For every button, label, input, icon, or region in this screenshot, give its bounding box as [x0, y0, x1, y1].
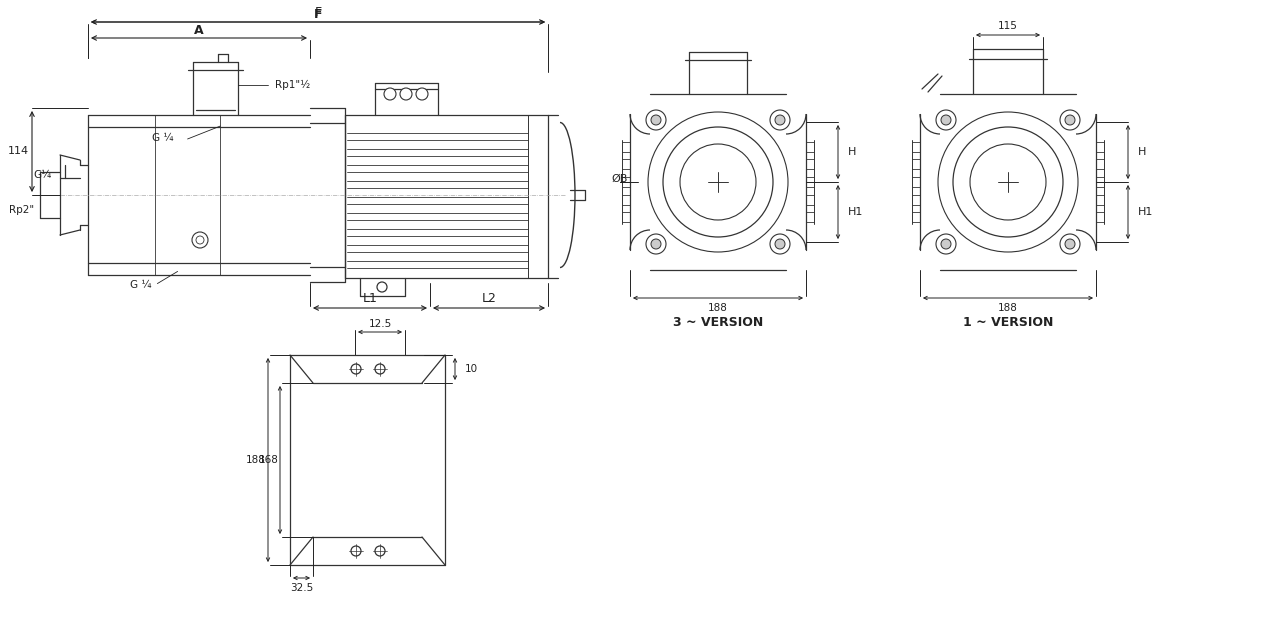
Circle shape [351, 364, 362, 374]
Circle shape [775, 239, 785, 249]
Text: 12.5: 12.5 [368, 319, 392, 329]
Circle shape [937, 110, 956, 130]
Circle shape [969, 144, 1047, 220]
Circle shape [377, 282, 387, 292]
Text: 188: 188 [708, 303, 728, 313]
Circle shape [646, 234, 666, 254]
Circle shape [648, 112, 787, 252]
Text: H1: H1 [848, 207, 863, 217]
Text: Rp1"½: Rp1"½ [276, 80, 310, 90]
Circle shape [1060, 234, 1079, 254]
Circle shape [384, 88, 396, 100]
Text: G¼: G¼ [33, 170, 51, 180]
Text: 10: 10 [465, 364, 478, 374]
Circle shape [770, 234, 790, 254]
Circle shape [940, 239, 951, 249]
Text: 3 ~ VERSION: 3 ~ VERSION [672, 317, 763, 330]
Circle shape [680, 144, 756, 220]
Text: 168: 168 [259, 455, 279, 465]
Circle shape [775, 115, 785, 125]
Circle shape [351, 546, 362, 556]
Text: 188: 188 [999, 303, 1018, 313]
Text: G ¼: G ¼ [152, 133, 173, 143]
Text: L1: L1 [363, 293, 378, 305]
Circle shape [375, 364, 386, 374]
Circle shape [399, 88, 412, 100]
Text: 32.5: 32.5 [289, 583, 313, 593]
Text: 188: 188 [246, 455, 265, 465]
Text: H: H [848, 147, 857, 157]
Circle shape [953, 127, 1063, 237]
Text: L2: L2 [482, 293, 497, 305]
Text: 114: 114 [8, 146, 29, 156]
Circle shape [1066, 239, 1074, 249]
Circle shape [940, 115, 951, 125]
Text: H: H [1138, 147, 1146, 157]
Circle shape [664, 127, 774, 237]
Text: H1: H1 [1138, 207, 1153, 217]
Text: F: F [315, 6, 321, 18]
Circle shape [937, 234, 956, 254]
Circle shape [192, 232, 209, 248]
Circle shape [651, 239, 661, 249]
Text: ØB: ØB [612, 174, 628, 184]
Text: G ¼: G ¼ [130, 280, 152, 290]
Circle shape [1060, 110, 1079, 130]
Circle shape [416, 88, 428, 100]
Circle shape [196, 236, 204, 244]
Text: 1 ~ VERSION: 1 ~ VERSION [963, 317, 1053, 330]
Circle shape [646, 110, 666, 130]
Text: A: A [195, 23, 204, 36]
Circle shape [770, 110, 790, 130]
Circle shape [651, 115, 661, 125]
Text: F: F [313, 8, 322, 21]
Text: Rp2": Rp2" [9, 205, 34, 215]
Text: 115: 115 [999, 21, 1018, 31]
Circle shape [375, 546, 386, 556]
Circle shape [1066, 115, 1074, 125]
Circle shape [938, 112, 1078, 252]
